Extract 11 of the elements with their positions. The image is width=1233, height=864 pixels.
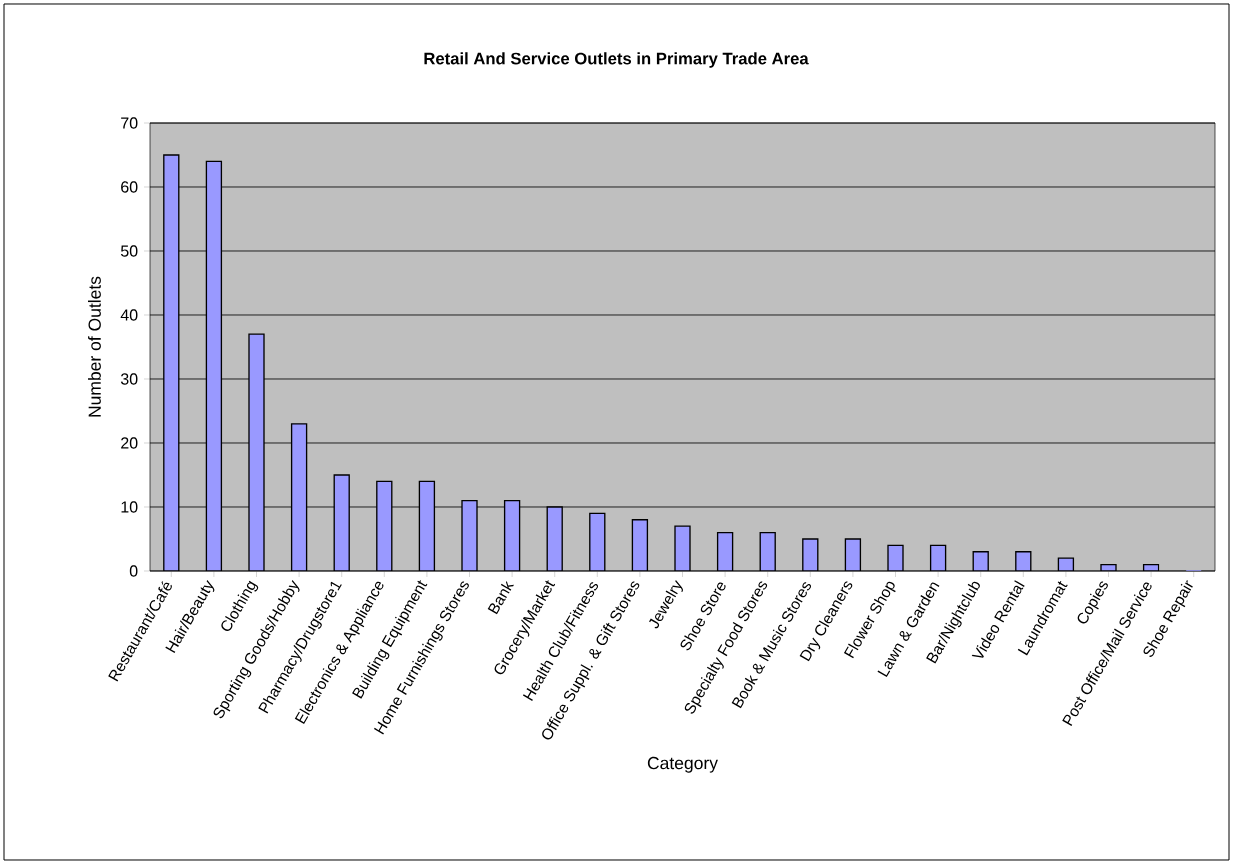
y-tick-label: 0 [129, 565, 138, 577]
y-tick-label: 30 [120, 373, 138, 385]
y-tick-label: 60 [121, 181, 138, 193]
y-axis-title: Number of Outlets [88, 276, 101, 417]
y-tick-label: 40 [120, 309, 138, 321]
y-tick-label: 20 [121, 437, 138, 449]
x-axis-title: Category [647, 756, 718, 773]
chart-title: Retail And Service Outlets in Primary Trade Area [424, 52, 809, 68]
y-tick-label: 70 [121, 117, 138, 129]
y-tick-label: 50 [120, 245, 138, 257]
y-tick-label: 10 [121, 501, 138, 513]
